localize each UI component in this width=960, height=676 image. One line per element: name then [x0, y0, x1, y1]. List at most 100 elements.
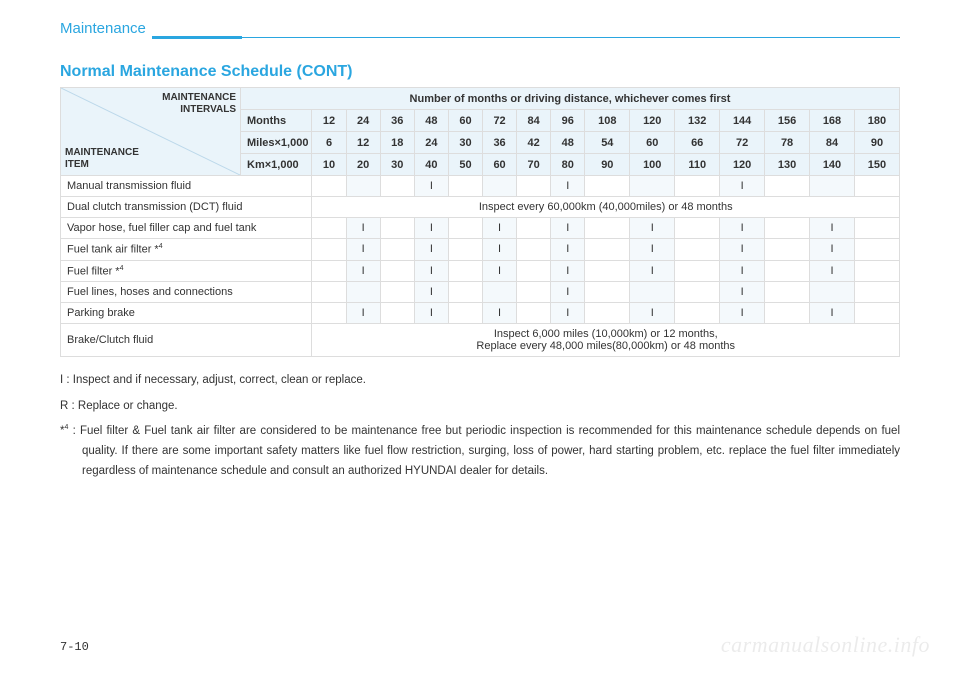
cell	[346, 282, 380, 303]
cell	[675, 282, 720, 303]
unit-label: Km×1,000	[241, 154, 312, 176]
cell: I	[414, 282, 448, 303]
cell	[517, 239, 551, 261]
cell: I	[810, 239, 855, 261]
table-row: Vapor hose, fuel filler cap and fuel tan…	[61, 218, 900, 239]
watermark: carmanualsonline.info	[721, 632, 930, 658]
cell: I	[720, 218, 765, 239]
cell: I	[346, 239, 380, 261]
cell	[312, 282, 346, 303]
banner-cell: Number of months or driving distance, wh…	[241, 88, 900, 110]
cell	[675, 176, 720, 197]
cell	[585, 303, 630, 324]
cell	[380, 260, 414, 282]
cell	[346, 176, 380, 197]
cell: I	[483, 239, 517, 261]
cell	[675, 303, 720, 324]
cell: I	[810, 260, 855, 282]
cell	[630, 176, 675, 197]
cell: I	[551, 282, 585, 303]
cell: I	[414, 260, 448, 282]
cell	[765, 239, 810, 261]
cell: I	[551, 218, 585, 239]
cell	[854, 260, 899, 282]
cell: I	[551, 176, 585, 197]
cell: I	[346, 303, 380, 324]
cell: I	[414, 176, 448, 197]
cell: I	[630, 260, 675, 282]
cell	[585, 218, 630, 239]
cell	[854, 239, 899, 261]
unit-label: Miles×1,000	[241, 132, 312, 154]
cell	[765, 282, 810, 303]
cell: I	[346, 260, 380, 282]
cell	[854, 282, 899, 303]
table-row: Fuel tank air filter *4IIIIIII	[61, 239, 900, 261]
cell	[483, 176, 517, 197]
item-label: Fuel filter *4	[61, 260, 312, 282]
cell	[675, 260, 720, 282]
cell	[517, 260, 551, 282]
item-label: Fuel lines, hoses and connections	[61, 282, 312, 303]
cell	[585, 239, 630, 261]
cell	[810, 176, 855, 197]
cell	[448, 260, 482, 282]
cell: I	[810, 218, 855, 239]
cell: I	[630, 303, 675, 324]
table-row: Dual clutch transmission (DCT) fluidInsp…	[61, 197, 900, 218]
cell	[810, 282, 855, 303]
corner-header-cell: MAINTENANCE INTERVALS MAINTENANCE ITEM	[61, 88, 241, 176]
cell: I	[720, 260, 765, 282]
cell: I	[720, 176, 765, 197]
cell	[585, 176, 630, 197]
corner-bot-2: ITEM	[65, 159, 89, 170]
table-row: Fuel lines, hoses and connections I I I	[61, 282, 900, 303]
cell	[312, 176, 346, 197]
cell	[448, 239, 482, 261]
cell: I	[346, 218, 380, 239]
cell	[380, 303, 414, 324]
item-label: Vapor hose, fuel filler cap and fuel tan…	[61, 218, 312, 239]
item-label: Dual clutch transmission (DCT) fluid	[61, 197, 312, 218]
unit-label: Months	[241, 110, 312, 132]
item-label: Fuel tank air filter *4	[61, 239, 312, 261]
cell: I	[720, 303, 765, 324]
item-label: Brake/Clutch fluid	[61, 324, 312, 357]
cell	[483, 282, 517, 303]
cell: I	[414, 218, 448, 239]
table-row: Brake/Clutch fluidInspect 6,000 miles (1…	[61, 324, 900, 357]
cell	[675, 239, 720, 261]
cell	[517, 282, 551, 303]
cell	[312, 239, 346, 261]
cell	[380, 282, 414, 303]
cell: I	[720, 282, 765, 303]
page-number: 7-10	[60, 640, 89, 654]
cell: I	[483, 218, 517, 239]
cell	[854, 176, 899, 197]
corner-bot-1: MAINTENANCE	[65, 147, 139, 158]
cell	[630, 282, 675, 303]
cell	[448, 218, 482, 239]
item-label: Manual transmission fluid	[61, 176, 312, 197]
cell	[675, 218, 720, 239]
cell	[585, 260, 630, 282]
cell	[380, 218, 414, 239]
cell	[765, 176, 810, 197]
cell	[765, 260, 810, 282]
header-section-title: Maintenance	[60, 20, 152, 39]
legend-note: *4 : Fuel filter & Fuel tank air filter …	[60, 422, 900, 481]
table-row: Fuel filter *4IIIIIII	[61, 260, 900, 282]
maintenance-table: MAINTENANCE INTERVALS MAINTENANCE ITEM N…	[60, 87, 900, 357]
cell	[854, 303, 899, 324]
cell	[312, 218, 346, 239]
table-row: Manual transmission fluid I I I	[61, 176, 900, 197]
cell	[312, 260, 346, 282]
span-note: Inspect 6,000 miles (10,000km) or 12 mon…	[312, 324, 900, 357]
page-header: Maintenance	[60, 20, 900, 39]
cell: I	[551, 239, 585, 261]
cell: I	[630, 239, 675, 261]
cell: I	[720, 239, 765, 261]
cell	[312, 303, 346, 324]
cell	[765, 303, 810, 324]
cell: I	[551, 303, 585, 324]
